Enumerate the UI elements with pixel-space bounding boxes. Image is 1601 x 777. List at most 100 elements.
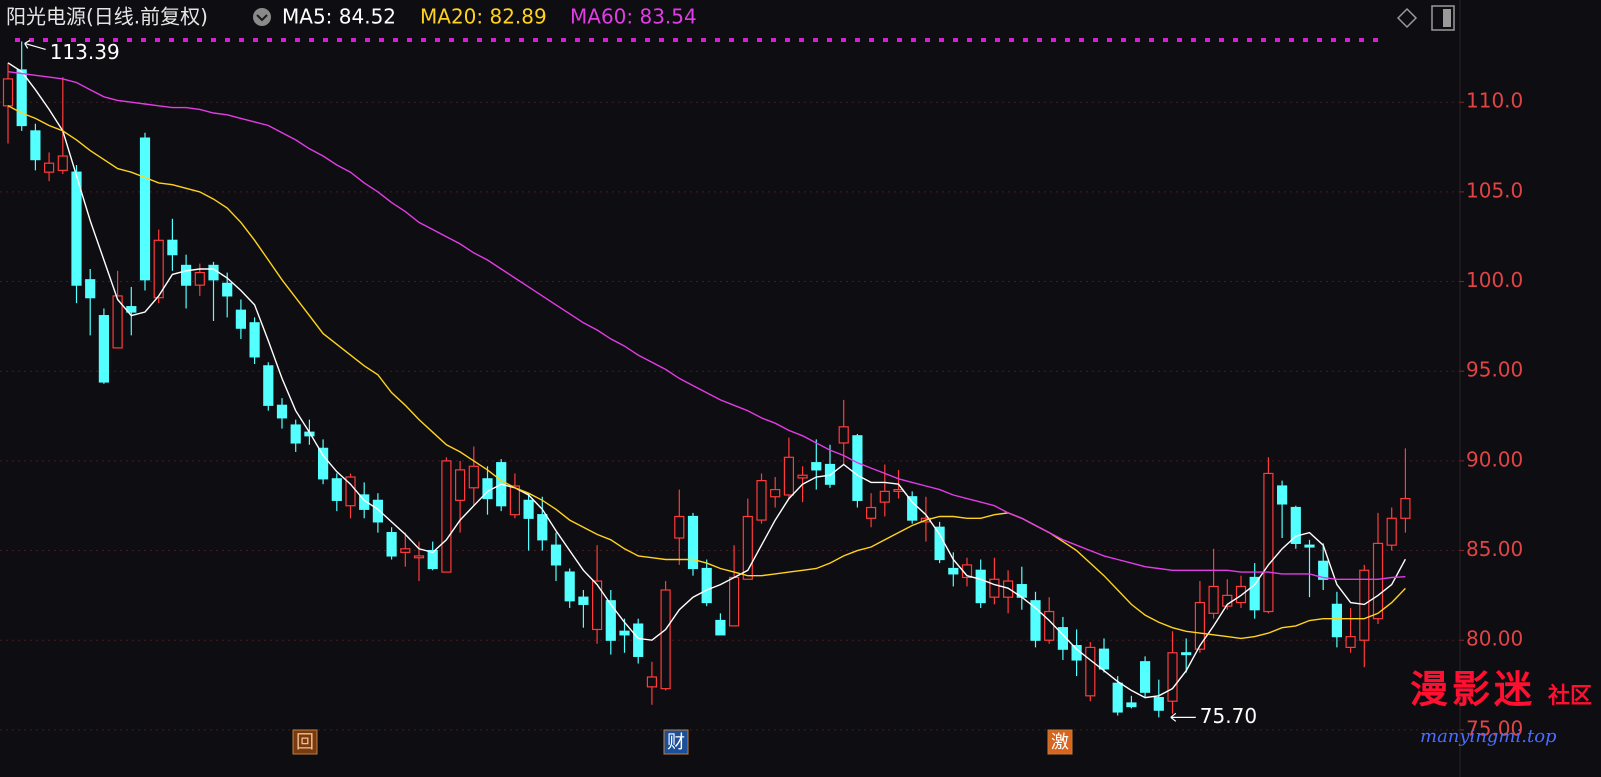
y-tick-label: 80.00 <box>1466 627 1523 651</box>
event-marker: 财 <box>667 732 685 753</box>
candle-body <box>934 526 945 561</box>
candle-body <box>879 490 890 503</box>
candle-body <box>989 578 1000 598</box>
candle-body <box>907 496 918 521</box>
candle-body <box>153 239 164 299</box>
candle-body <box>1044 610 1055 641</box>
candle-body <box>1098 648 1110 670</box>
candle-body <box>1153 697 1164 711</box>
watermark: 漫影迷 <box>1410 668 1536 712</box>
candle-body <box>728 576 740 627</box>
candle-body <box>1276 485 1288 505</box>
candle-body <box>756 480 767 521</box>
y-tick-label: 110.0 <box>1466 89 1523 113</box>
candle-body <box>2 78 14 107</box>
candle-body <box>427 549 438 570</box>
candle-body <box>30 130 41 161</box>
annotation: 113.39 <box>50 40 120 64</box>
candle-body <box>619 630 630 636</box>
candle-body <box>1002 580 1014 598</box>
candle-body <box>578 596 589 605</box>
diamond-icon[interactable] <box>1396 7 1418 29</box>
candle-body <box>523 499 534 519</box>
y-tick-label: 85.00 <box>1466 537 1523 561</box>
candle-body <box>1181 652 1192 656</box>
candle-body <box>701 567 712 604</box>
event-marker-box <box>292 729 318 755</box>
candle-body <box>345 476 356 507</box>
candle-body <box>811 462 822 471</box>
ma-line <box>7 71 1406 580</box>
candle-body <box>1030 600 1041 641</box>
candle-body <box>98 315 110 383</box>
candle-body <box>1167 652 1178 702</box>
candle-body <box>687 515 699 570</box>
annotation: 75.70 <box>1200 704 1257 728</box>
candle-body <box>1386 517 1397 546</box>
candle-body <box>455 469 466 501</box>
candle-body <box>674 515 685 539</box>
legend-entry: MA5: 84.52 <box>282 5 396 29</box>
candle-body <box>852 435 863 501</box>
candle-body <box>1372 542 1384 620</box>
candle-body <box>276 404 288 419</box>
candle-body <box>194 271 205 286</box>
candle-body <box>509 485 520 516</box>
candle-body <box>1263 472 1274 613</box>
candle-body <box>222 282 233 297</box>
candle-body <box>1126 702 1137 708</box>
candle-body <box>975 569 986 604</box>
candle-body <box>181 264 192 286</box>
toggle-icon[interactable] <box>253 8 271 26</box>
watermark: manyingmi.top <box>1420 726 1557 747</box>
candle-body <box>646 676 658 688</box>
event-marker: 回 <box>296 732 314 753</box>
candle-body <box>441 460 452 573</box>
candle-body <box>1345 636 1356 648</box>
annotation-arrow <box>24 39 46 51</box>
candle-body <box>1318 560 1329 580</box>
candle-body <box>167 239 178 256</box>
candle-body <box>1057 627 1069 650</box>
candle-body <box>85 279 96 299</box>
candle-body <box>43 162 55 173</box>
candle-body <box>1194 601 1206 650</box>
candle-body <box>290 424 301 444</box>
candle-body <box>633 623 644 657</box>
y-tick-label: 75.00 <box>1466 716 1523 740</box>
event-marker: 激 <box>1051 732 1069 753</box>
panel-icon[interactable] <box>1431 5 1455 31</box>
event-marker-box <box>1047 729 1073 755</box>
candle-body <box>1071 645 1082 661</box>
candle-body <box>797 474 808 479</box>
candle-body <box>865 506 877 519</box>
candle-body <box>1112 682 1123 713</box>
legend-entry: MA60: 83.54 <box>570 5 697 29</box>
y-tick-label: 105.0 <box>1466 178 1523 202</box>
annotation-arrow <box>1170 712 1196 722</box>
candle-body <box>1208 585 1219 614</box>
candle-body <box>1290 506 1301 544</box>
candle-body <box>235 309 246 329</box>
candle-body <box>550 544 562 566</box>
candle-body <box>359 494 370 510</box>
candle-body <box>591 580 603 631</box>
candle-body <box>1304 544 1315 548</box>
candle-body <box>838 426 849 444</box>
candle-body <box>372 499 383 523</box>
candle-body <box>564 571 575 602</box>
candle-body <box>71 171 82 286</box>
candle-body <box>783 456 795 496</box>
candle-body <box>715 619 726 636</box>
candle-body <box>139 137 151 281</box>
event-marker-box <box>663 729 689 755</box>
candle-body <box>413 555 425 559</box>
candle-body <box>57 155 68 171</box>
candle-body <box>1085 646 1096 697</box>
watermark: 社区 <box>1548 683 1592 709</box>
ma-line <box>7 105 1406 640</box>
candle-body <box>742 515 753 580</box>
